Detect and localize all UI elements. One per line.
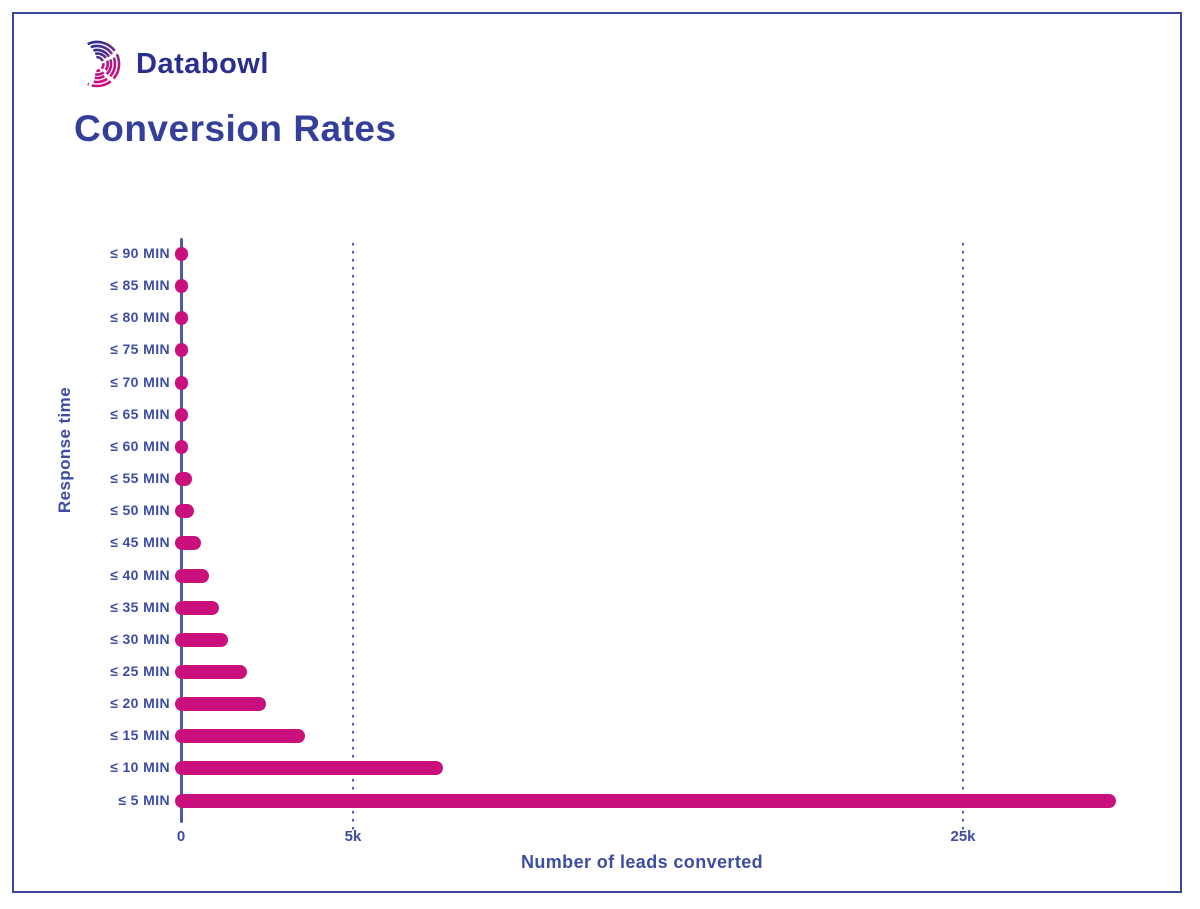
bar	[174, 632, 229, 647]
page-title: Conversion Rates	[74, 108, 397, 149]
databowl-logo: Databowl	[74, 38, 269, 90]
bar	[174, 375, 188, 390]
bar	[174, 536, 201, 551]
bar	[174, 439, 188, 454]
y-tick-label: ≤ 70 MIN	[110, 373, 170, 390]
y-tick-label: ≤ 10 MIN	[110, 759, 170, 776]
y-tick-label: ≤ 20 MIN	[110, 695, 170, 712]
bar	[174, 407, 188, 422]
y-tick-label: ≤ 15 MIN	[110, 727, 170, 744]
y-axis-title: Response time	[55, 386, 74, 514]
y-tick-label: ≤ 60 MIN	[110, 437, 170, 454]
bar	[174, 504, 195, 519]
y-tick-label: ≤ 45 MIN	[110, 534, 170, 551]
y-tick-label: ≤ 85 MIN	[110, 277, 170, 294]
bar	[174, 279, 188, 294]
y-tick-label: ≤ 35 MIN	[110, 598, 170, 615]
bar	[174, 247, 188, 261]
bar	[174, 568, 209, 583]
bar	[174, 793, 1116, 808]
bar	[174, 600, 219, 615]
y-tick-label: ≤ 75 MIN	[110, 341, 170, 358]
y-tick-label: ≤ 55 MIN	[110, 470, 170, 487]
bar	[174, 343, 188, 358]
y-tick-label: ≤ 40 MIN	[110, 566, 170, 583]
databowl-swirl-icon	[74, 40, 121, 88]
bar	[174, 311, 188, 326]
gridline-5k	[351, 243, 355, 830]
y-tick-label: ≤ 50 MIN	[110, 502, 170, 519]
bar	[174, 664, 248, 679]
y-tick-label: ≤ 25 MIN	[110, 662, 170, 679]
header: Databowl	[74, 38, 269, 90]
x-tick-label: 25k	[950, 828, 976, 845]
bar	[174, 761, 443, 776]
brand-wordmark: Databowl	[136, 47, 269, 80]
y-tick-label: ≤ 90 MIN	[110, 245, 170, 261]
x-axis-title: Number of leads converted	[520, 852, 764, 872]
y-tick-label: ≤ 30 MIN	[110, 630, 170, 647]
y-axis-line	[179, 238, 183, 823]
bar	[174, 472, 192, 487]
y-tick-label: ≤ 80 MIN	[110, 309, 170, 326]
y-tick-label: ≤ 5 MIN	[118, 791, 170, 808]
gridline-25k	[961, 243, 965, 830]
x-tick-label: 5k	[344, 828, 362, 845]
bar	[174, 697, 266, 712]
page-border	[12, 12, 1182, 893]
x-tick-label: 0	[176, 828, 186, 845]
bar	[174, 729, 305, 744]
y-tick-label: ≤ 65 MIN	[110, 405, 170, 422]
